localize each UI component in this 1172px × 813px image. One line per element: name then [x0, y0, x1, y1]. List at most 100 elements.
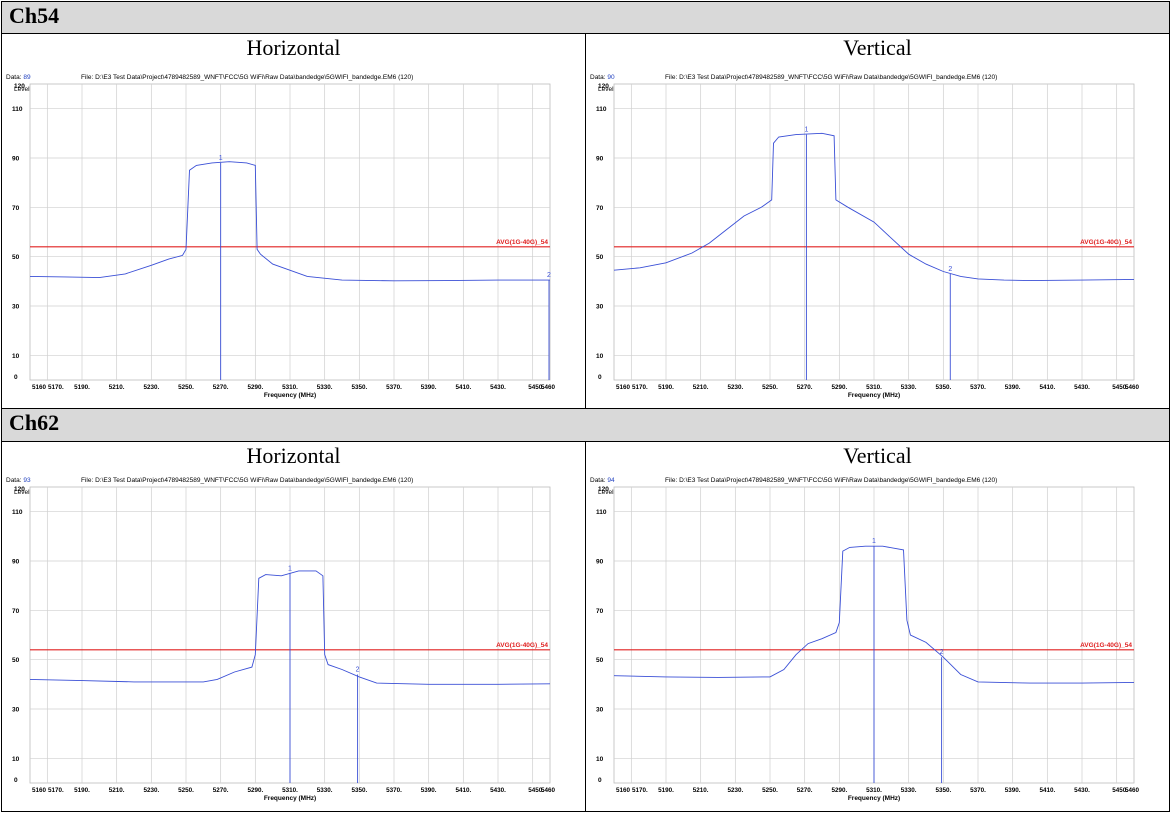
marker-label: 2: [948, 266, 952, 273]
x-tick-label: 5190.: [74, 384, 90, 391]
x-tick-label: 5250.: [762, 787, 778, 794]
section-header-ch54: Ch54: [1, 1, 1170, 34]
x-tick-label: 5160: [616, 384, 631, 391]
x-tick-label: 5190.: [658, 384, 674, 391]
x-tick-label: 5270.: [797, 384, 813, 391]
x-tick-label: 5250.: [762, 384, 778, 391]
y-tick-label: 110: [596, 509, 607, 516]
x-tick-label: 5370.: [970, 787, 986, 794]
y-tick-label: 120: [14, 83, 25, 90]
x-tick-label: 5210.: [109, 787, 125, 794]
chart-ch62-horizontal: Data: 93 File: D:\E3 Test Data\Project\47…: [6, 477, 556, 802]
x-tick-label: 5310.: [866, 384, 882, 391]
marker-label: 2: [940, 649, 944, 656]
limit-label: AVG(1G-40G)_54: [496, 239, 548, 246]
marker-label: 1: [804, 127, 808, 134]
y-tick-label: 50: [596, 657, 604, 664]
x-axis-label: Frequency (MHz): [264, 392, 316, 399]
x-tick-label: 5370.: [970, 384, 986, 391]
x-tick-label: 5430.: [490, 384, 506, 391]
x-axis-label: Frequency (MHz): [848, 795, 900, 802]
x-tick-label: 5350.: [351, 384, 367, 391]
y-tick-label: 110: [596, 106, 607, 113]
x-tick-label: 5390.: [421, 787, 437, 794]
x-tick-label: 5310.: [282, 384, 298, 391]
limit-label: AVG(1G-40G)_54: [1080, 239, 1132, 246]
marker-label: 2: [547, 272, 551, 279]
x-tick-label: 5350.: [935, 384, 951, 391]
y-tick-label: 10: [12, 756, 20, 763]
x-tick-label: 5290.: [831, 787, 847, 794]
x-axis-label: Frequency (MHz): [264, 795, 316, 802]
panel-title: Vertical: [843, 35, 912, 60]
x-tick-label: 5390.: [1005, 384, 1021, 391]
data-label: Data: 89: [6, 74, 31, 81]
file-path: File: D:\E3 Test Data\Project\4789482589…: [81, 74, 413, 81]
marker-label: 1: [872, 538, 876, 545]
x-tick-label: 5460: [541, 787, 556, 794]
y-tick-label: 90: [12, 559, 20, 566]
y-tick-label: 0: [14, 374, 18, 381]
y-tick-label: 110: [12, 106, 23, 113]
x-tick-label: 5170.: [632, 384, 648, 391]
file-path: File: D:\E3 Test Data\Project\4789482589…: [665, 74, 997, 81]
y-tick-label: 30: [596, 707, 604, 714]
y-tick-label: 0: [598, 374, 602, 381]
x-tick-label: 5450.: [528, 384, 544, 391]
limit-label: AVG(1G-40G)_54: [1080, 642, 1132, 649]
x-tick-label: 5390.: [1005, 787, 1021, 794]
y-tick-label: 0: [14, 777, 18, 784]
x-tick-label: 5230.: [143, 787, 159, 794]
x-tick-label: 5170.: [632, 787, 648, 794]
panel-title: Horizontal: [246, 443, 341, 468]
chart-ch54-vertical: Data: 90 File: D:\E3 Test Data\Project\47…: [590, 74, 1140, 399]
x-tick-label: 5230.: [727, 384, 743, 391]
y-tick-label: 0: [598, 777, 602, 784]
x-tick-label: 5270.: [213, 787, 229, 794]
y-tick-label: 70: [596, 205, 604, 212]
panel-title: Horizontal: [246, 35, 341, 60]
panel-title: Vertical: [843, 443, 912, 468]
x-tick-label: 5160: [32, 384, 47, 391]
x-tick-label: 5430.: [490, 787, 506, 794]
y-tick-label: 10: [596, 756, 604, 763]
y-tick-label: 70: [12, 608, 20, 615]
x-tick-label: 5330.: [901, 384, 917, 391]
y-tick-label: 90: [12, 156, 20, 163]
y-tick-label: 30: [12, 707, 20, 714]
x-tick-label: 5290.: [831, 384, 847, 391]
x-tick-label: 5210.: [109, 384, 125, 391]
y-tick-label: 50: [596, 254, 604, 261]
file-path: File: D:\E3 Test Data\Project\4789482589…: [81, 477, 413, 484]
y-tick-label: 90: [596, 156, 604, 163]
y-tick-label: 120: [598, 486, 609, 493]
x-tick-label: 5310.: [282, 787, 298, 794]
x-tick-label: 5450.: [1112, 787, 1128, 794]
x-tick-label: 5170.: [48, 384, 64, 391]
x-tick-label: 5190.: [74, 787, 90, 794]
x-tick-label: 5410.: [455, 787, 471, 794]
x-tick-label: 5430.: [1074, 384, 1090, 391]
section-title: Ch54: [9, 3, 60, 28]
x-tick-label: 5270.: [213, 384, 229, 391]
y-tick-label: 50: [12, 254, 20, 261]
x-tick-label: 5250.: [178, 384, 194, 391]
x-tick-label: 5350.: [935, 787, 951, 794]
limit-label: AVG(1G-40G)_54: [496, 642, 548, 649]
panel-ch54-vertical: Vertical Data: 90 File: D:\E3 Test Data\P…: [585, 33, 1170, 409]
section-header-ch62: Ch62: [1, 408, 1170, 442]
x-tick-label: 5430.: [1074, 787, 1090, 794]
y-tick-label: 70: [12, 205, 20, 212]
x-tick-label: 5390.: [421, 384, 437, 391]
x-tick-label: 5160: [616, 787, 631, 794]
x-tick-label: 5330.: [317, 384, 333, 391]
x-tick-label: 5460: [1125, 384, 1140, 391]
x-tick-label: 5290.: [247, 384, 263, 391]
marker-label: 1: [219, 155, 223, 162]
x-tick-label: 5290.: [247, 787, 263, 794]
x-tick-label: 5370.: [386, 787, 402, 794]
panel-ch62-vertical: Vertical Data: 94 File: D:\E3 Test Data\P…: [585, 441, 1170, 812]
x-tick-label: 5190.: [658, 787, 674, 794]
marker-label: 1: [288, 565, 292, 572]
